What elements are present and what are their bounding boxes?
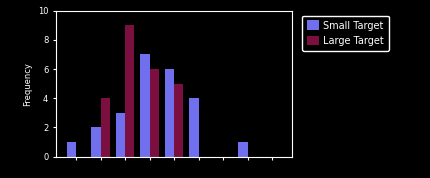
Bar <box>125 25 135 157</box>
Bar <box>165 69 174 157</box>
Bar <box>239 142 248 157</box>
Bar <box>174 84 184 157</box>
Bar <box>67 142 76 157</box>
Bar <box>101 98 110 157</box>
Bar <box>140 54 150 157</box>
Bar <box>116 113 125 157</box>
Legend: Small Target, Large Target: Small Target, Large Target <box>302 15 389 51</box>
Bar <box>189 98 199 157</box>
Bar <box>91 127 101 157</box>
Bar <box>150 69 159 157</box>
Y-axis label: Frequency: Frequency <box>23 62 32 106</box>
